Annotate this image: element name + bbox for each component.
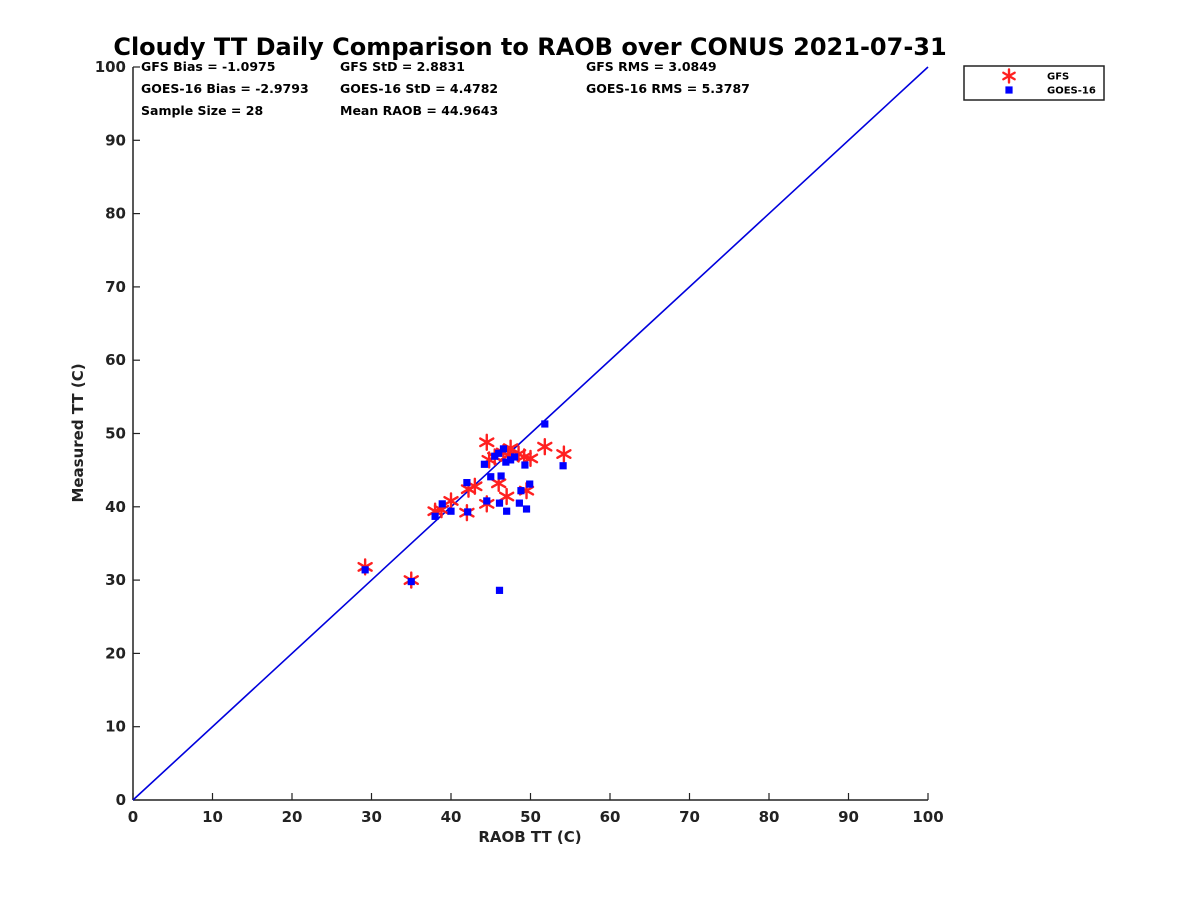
y-tick-label: 0: [116, 791, 126, 809]
y-axis-label: Measured TT (C): [69, 363, 87, 502]
goes16-point: [495, 499, 504, 507]
gfs-point: [537, 437, 553, 456]
legend-label-gfs: GFS: [1047, 72, 1069, 83]
goes16-point: [438, 500, 446, 508]
goes16-point: [507, 456, 515, 464]
reference-line-1-to-1: [132, 66, 929, 801]
y-tick-label: 10: [105, 718, 126, 736]
gfs-point: [479, 433, 495, 451]
gfs-point: [443, 492, 459, 510]
goes16-point: [463, 479, 471, 487]
goes16-point: [503, 507, 511, 515]
goes16-point: [497, 472, 505, 480]
legend: GFS GOES-16: [963, 65, 1105, 101]
x-tick-label: 60: [600, 808, 621, 826]
gfs-point: [522, 449, 539, 468]
gfs-point: [556, 445, 572, 463]
y-tick-label: 60: [105, 351, 126, 369]
data-points: [357, 420, 572, 594]
goes16-point: [480, 460, 488, 468]
x-tick-label: 90: [838, 808, 859, 826]
goes16-point: [487, 473, 495, 481]
goes16-point: [491, 452, 499, 460]
stat-gfs-bias: GFS Bias = -1.0975: [141, 59, 275, 74]
x-tick-label: 30: [361, 808, 382, 826]
x-tick-label: 70: [679, 808, 700, 826]
stat-gfs-rms: GFS RMS = 3.0849: [586, 59, 717, 74]
stat-gfs-std: GFS StD = 2.8831: [340, 59, 465, 74]
goes16-point: [407, 577, 415, 586]
y-ticks: 0 10 20 30 40 50 60 70 80 90 100: [95, 58, 140, 809]
stat-goes-bias: GOES-16 Bias = -2.9793: [141, 81, 309, 96]
x-tick-label: 40: [441, 808, 462, 826]
x-tick-label: 20: [282, 808, 303, 826]
goes16-point: [361, 566, 369, 574]
y-tick-label: 90: [105, 131, 126, 149]
goes16-point: [522, 505, 531, 513]
stat-mean-raob: Mean RAOB = 44.9643: [340, 103, 498, 118]
x-tick-label: 0: [128, 808, 138, 826]
y-tick-label: 20: [105, 644, 126, 662]
x-tick-label: 100: [912, 808, 943, 826]
goes16-point: [521, 461, 529, 469]
goes16-point: [526, 480, 534, 488]
goes16-point: [511, 453, 519, 461]
y-tick-label: 70: [105, 278, 126, 296]
goes16-point: [431, 512, 439, 520]
x-tick-label: 50: [520, 808, 541, 826]
stat-sample-size: Sample Size = 28: [141, 103, 263, 118]
legend-label-goes-16: GOES-16: [1047, 86, 1096, 97]
stat-goes-std: GOES-16 StD = 4.4782: [340, 81, 498, 96]
x-tick-label: 80: [759, 808, 780, 826]
goes16-point: [517, 487, 525, 495]
goes16-point: [495, 449, 503, 457]
y-tick-label: 40: [105, 498, 126, 516]
goes16-point: [464, 508, 472, 516]
goes16-point: [502, 458, 510, 466]
goes16-point: [495, 586, 504, 594]
stat-goes-rms: GOES-16 RMS = 5.3787: [586, 81, 750, 96]
legend-box: [963, 65, 1105, 101]
goes16-point: [483, 497, 491, 505]
goes16-point: [541, 420, 549, 428]
goes16-point: [559, 462, 567, 470]
chart-title: Cloudy TT Daily Comparison to RAOB over …: [113, 33, 946, 61]
legend-gfs-marker: [1002, 68, 1016, 84]
gfs-point: [498, 487, 515, 506]
goes16-point: [447, 507, 455, 515]
goes16-point: [499, 445, 508, 453]
legend-goes16-marker: [1005, 86, 1013, 94]
y-tick-label: 50: [105, 425, 126, 443]
goes16-point: [515, 499, 523, 507]
y-tick-label: 100: [95, 58, 126, 76]
y-tick-label: 80: [105, 205, 126, 223]
x-tick-label: 10: [202, 808, 223, 826]
stats-block: GFS Bias = -1.0975 GFS StD = 2.8831 GFS …: [141, 59, 750, 118]
x-ticks: 0 10 20 30 40 50 60 70 80 90 100: [128, 793, 944, 826]
series-goes-16: [361, 420, 567, 594]
y-tick-label: 30: [105, 571, 126, 589]
x-axis-label: RAOB TT (C): [478, 828, 581, 846]
